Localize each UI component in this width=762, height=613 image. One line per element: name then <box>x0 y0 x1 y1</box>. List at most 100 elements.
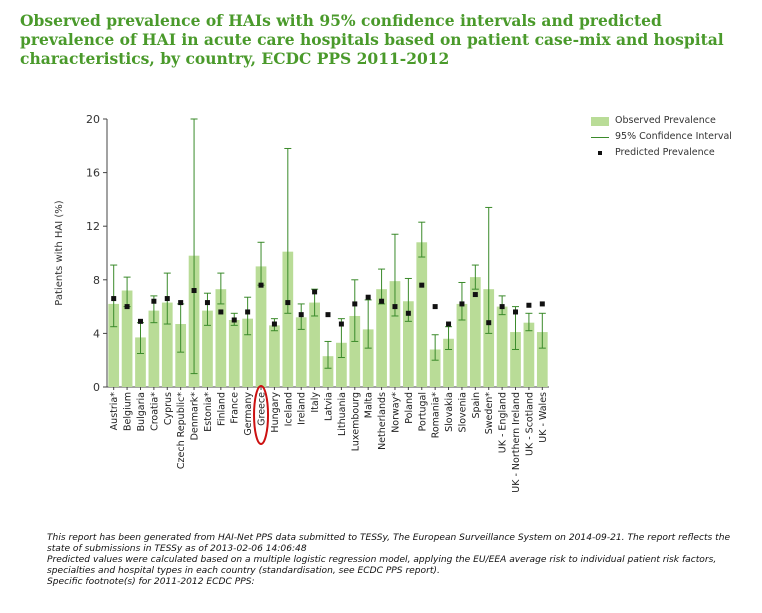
chart-title: Observed prevalence of HAIs with 95% con… <box>20 11 724 68</box>
bar-bulgaria <box>135 337 146 387</box>
x-tick-label-netherlands: Netherlands <box>377 392 388 450</box>
predicted-point-sweden <box>486 320 492 326</box>
bar-uk-scotland <box>523 322 535 387</box>
x-tick-label-slovenia: Slovenia <box>457 392 468 432</box>
bar-luxembourg <box>349 315 361 387</box>
predicted-point-finland <box>218 309 224 315</box>
bar-lithuania <box>336 342 347 387</box>
legend-item-predicted: Predicted Prevalence <box>591 145 732 161</box>
legend-item-observed: Observed Prevalence <box>591 113 732 129</box>
predicted-point-romania <box>432 304 438 310</box>
predicted-point-lithuania <box>338 321 344 327</box>
x-tick-label-bulgaria: Bulgaria <box>136 392 147 431</box>
x-tick-label-france: France <box>230 392 241 424</box>
predicted-point-uk-scotland <box>526 302 532 308</box>
highlight-ellipse <box>253 385 270 445</box>
bar-finland <box>215 289 227 387</box>
x-tick-label-slovakia: Slovakia <box>444 392 455 432</box>
footnote-line-2: Predicted values were calculated based o… <box>47 555 717 577</box>
predicted-point-netherlands <box>379 298 385 304</box>
predicted-point-latvia <box>325 312 331 318</box>
x-tick-label-norway: Norway* <box>390 392 401 433</box>
bar-uk-england <box>496 306 508 387</box>
x-tick-label-czech-republic: Czech Republic* <box>176 392 187 469</box>
predicted-point-slovakia <box>446 321 452 327</box>
ci-netherlands <box>378 268 386 305</box>
bar-austria <box>108 303 120 387</box>
ci-latvia <box>324 340 332 369</box>
ci-slovakia <box>445 326 453 350</box>
x-tick-label-uk-scotland: UK - Scotland <box>524 392 535 456</box>
x-tick-label-lithuania: Lithuania <box>337 392 348 436</box>
legend-swatch-observed <box>591 117 609 126</box>
predicted-point-uk-wales <box>539 301 545 307</box>
ci-malta <box>364 299 372 349</box>
ci-slovenia <box>458 281 466 321</box>
bar-ireland <box>295 317 307 387</box>
predicted-point-czech-republic <box>178 300 184 306</box>
ci-portugal <box>418 221 426 258</box>
x-tick-label-uk-northern-ireland: UK - Northern Ireland <box>511 392 522 493</box>
legend-label-ci: 95% Confidence Interval <box>615 131 732 142</box>
predicted-point-france <box>231 317 237 323</box>
ci-uk-scotland <box>525 312 533 332</box>
predicted-point-belgium <box>124 304 130 310</box>
bar-iceland <box>282 251 294 387</box>
predicted-point-slovenia <box>459 301 465 307</box>
legend-label-observed: Observed Prevalence <box>615 115 716 126</box>
x-tick-label-malta: Malta <box>364 392 375 418</box>
predicted-point-hungary <box>271 321 277 327</box>
predicted-point-bulgaria <box>137 318 143 324</box>
y-tick-labels: 0 4 8 12 16 20 <box>86 113 100 394</box>
bar-italy <box>309 302 320 387</box>
bar-norway <box>389 281 401 387</box>
predicted-point-ireland <box>298 312 304 318</box>
predicted-point-uk-northern-ireland <box>513 309 519 315</box>
predicted-point-germany <box>245 309 251 315</box>
ci-estonia <box>203 292 211 326</box>
bar-spain <box>469 277 481 387</box>
ci-romania <box>431 334 439 361</box>
predicted-point-malta <box>365 294 371 300</box>
y-tick-label-16: 16 <box>86 167 100 180</box>
predicted-point-denmark <box>191 288 197 294</box>
ci-finland <box>217 272 225 305</box>
bar-latvia <box>322 356 334 387</box>
predicted-point-poland <box>405 310 411 316</box>
ci-germany <box>244 296 252 336</box>
bar-malta <box>362 329 374 387</box>
x-tick-label-cyprus: Cyprus <box>163 392 174 425</box>
ci-norway <box>391 233 399 317</box>
x-tick-label-poland: Poland <box>404 392 415 424</box>
bar-portugal <box>416 242 428 387</box>
bar-croatia <box>148 310 160 387</box>
y-tick-label-20: 20 <box>86 113 100 126</box>
bar-netherlands <box>376 289 387 387</box>
bar-cyprus <box>161 302 173 387</box>
bar-poland <box>403 301 414 387</box>
x-tick-label-hungary: Hungary <box>270 392 281 433</box>
x-tick-label-denmark: Denmark* <box>190 392 201 441</box>
bar-sweden <box>483 289 495 387</box>
bar-slovenia <box>456 303 468 387</box>
predicted-point-croatia <box>151 298 157 304</box>
predicted-point-cyprus <box>164 296 170 302</box>
x-tick-label-portugal: Portugal <box>417 392 428 431</box>
bar-slovakia <box>443 338 454 387</box>
legend-label-predicted: Predicted Prevalence <box>615 147 715 158</box>
chart-plot: Austria* Belgium Bulgaria Croatia* Cyprus Cze… <box>54 113 549 493</box>
x-tick-label-sweden: Sweden* <box>484 392 495 435</box>
x-tick-label-latvia: Latvia <box>324 392 335 421</box>
ci-uk-wales <box>538 312 546 349</box>
predicted-point-norway <box>392 304 398 310</box>
x-tick-label-uk-wales: UK - Wales <box>538 392 549 443</box>
x-tick-label-iceland: Iceland <box>283 392 294 426</box>
bar-czech-republic <box>175 324 187 387</box>
x-tick-label-finland: Finland <box>216 392 227 426</box>
legend: Observed Prevalence 95% Confidence Inter… <box>591 113 732 161</box>
predicted-point-iceland <box>285 300 291 306</box>
y-axis-label: Patients with HAI (%) <box>54 200 65 305</box>
x-tick-label-belgium: Belgium <box>123 392 134 431</box>
footnote-line-3: Specific footnote(s) for 2011-2012 ECDC … <box>47 577 255 588</box>
legend-swatch-predicted <box>598 151 602 155</box>
